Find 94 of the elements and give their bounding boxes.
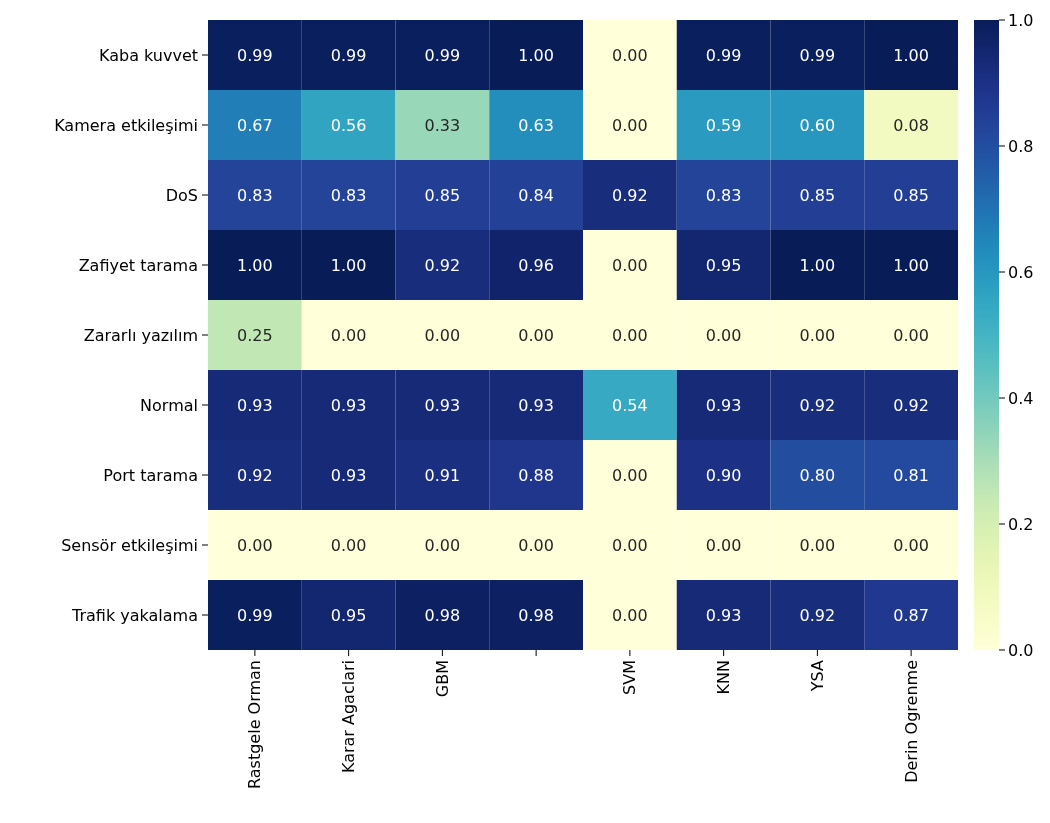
data-label: 0.93 <box>330 395 367 415</box>
y-tick-label: DoS <box>165 185 198 205</box>
color-bar-label: 0.6 <box>1008 262 1034 282</box>
data-label: 0.00 <box>799 325 836 345</box>
y-tick-label: Normal <box>140 395 198 415</box>
data-label: 1.00 <box>893 255 929 275</box>
x-tick-label: YSA <box>807 659 827 693</box>
data-label: 0.85 <box>893 185 929 205</box>
data-label: 0.00 <box>705 535 742 555</box>
data-label: 0.67 <box>237 115 273 135</box>
data-label: 0.92 <box>237 465 273 485</box>
x-tick-label: SVM <box>620 660 640 695</box>
data-label: 0.00 <box>612 465 648 485</box>
data-label: 0.84 <box>518 185 554 205</box>
data-label: 1.00 <box>330 255 367 275</box>
data-label: 0.99 <box>237 45 273 65</box>
data-label: 0.87 <box>893 605 929 625</box>
x-tick-label: Derin Ogrenme <box>901 660 921 783</box>
data-label: 0.81 <box>893 465 929 485</box>
x-tick-label: GBM <box>432 660 452 698</box>
data-label: 0.00 <box>518 325 554 345</box>
data-label: 0.00 <box>612 115 648 135</box>
data-label: 1.00 <box>799 255 836 275</box>
data-label: 0.00 <box>424 535 461 555</box>
data-label: 0.00 <box>612 325 648 345</box>
data-label: 0.00 <box>330 325 367 345</box>
y-tick-label: Port tarama <box>103 465 198 485</box>
data-label: 0.93 <box>705 605 742 625</box>
data-label: 0.93 <box>237 395 273 415</box>
data-label: 0.91 <box>424 465 461 485</box>
x-tick-label: Rastgele Orman <box>245 660 265 789</box>
data-label: 0.85 <box>799 185 836 205</box>
data-label: 0.93 <box>518 395 554 415</box>
y-tick-label: Trafik yakalama <box>71 605 198 625</box>
data-label: 0.99 <box>799 45 836 65</box>
data-label: 0.25 <box>237 325 273 345</box>
data-label: 0.92 <box>799 395 836 415</box>
y-tick-label: Zararlı yazılım <box>83 325 198 345</box>
data-label: 0.83 <box>705 185 742 205</box>
data-label: 0.00 <box>893 535 929 555</box>
data-label: 0.95 <box>705 255 742 275</box>
data-label: 0.00 <box>424 325 461 345</box>
data-label: 0.83 <box>330 185 367 205</box>
data-label: 0.00 <box>799 535 836 555</box>
color-bar-label: 1.0 <box>1008 10 1034 30</box>
data-label: 0.56 <box>330 115 367 135</box>
data-label: 0.00 <box>612 45 648 65</box>
y-tick-label: Kaba kuvvet <box>98 45 198 65</box>
data-label: 0.88 <box>518 465 554 485</box>
data-label: 0.80 <box>799 465 836 485</box>
data-label: 0.99 <box>330 45 367 65</box>
data-label: 0.93 <box>705 395 742 415</box>
y-tick-label: Kamera etkileşimi <box>54 115 198 135</box>
data-label: 0.92 <box>799 605 836 625</box>
data-label: 0.00 <box>330 535 367 555</box>
data-label: 1.00 <box>518 45 554 65</box>
color-bar-label: 0.4 <box>1008 388 1034 408</box>
data-label: 0.85 <box>424 185 461 205</box>
data-label: 0.99 <box>705 45 742 65</box>
data-label: 0.00 <box>237 535 273 555</box>
data-label: 0.60 <box>799 115 836 135</box>
color-bar-label: 0.8 <box>1008 136 1034 156</box>
x-tick-label: Karar Agaclari <box>339 660 359 774</box>
data-label: 0.92 <box>424 255 461 275</box>
data-label: 0.98 <box>518 605 554 625</box>
x-tick-label: KNN <box>714 660 734 695</box>
y-tick-label: Zafiyet tarama <box>78 255 198 275</box>
data-label: 0.96 <box>518 255 554 275</box>
data-label: 0.99 <box>424 45 461 65</box>
data-label: 0.08 <box>893 115 929 135</box>
data-label: 0.92 <box>893 395 929 415</box>
data-label: 0.33 <box>424 115 461 135</box>
data-label: 0.00 <box>705 325 742 345</box>
data-label: 0.95 <box>330 605 367 625</box>
data-label: 0.00 <box>518 535 554 555</box>
data-label: 0.98 <box>424 605 461 625</box>
data-label: 0.92 <box>612 185 648 205</box>
color-bar-label: 0.0 <box>1008 640 1034 660</box>
data-label: 0.59 <box>705 115 742 135</box>
data-label: 0.90 <box>705 465 742 485</box>
data-label: 0.93 <box>424 395 461 415</box>
data-label: 0.63 <box>518 115 554 135</box>
data-label: 1.00 <box>893 45 929 65</box>
color-bar-label: 0.2 <box>1008 514 1034 534</box>
data-label: 0.00 <box>893 325 929 345</box>
data-label: 0.00 <box>612 605 648 625</box>
data-label: 0.00 <box>612 535 648 555</box>
data-label: 0.99 <box>237 605 273 625</box>
y-tick-label: Sensör etkileşimi <box>61 535 198 555</box>
data-label: 0.00 <box>612 255 648 275</box>
data-label: 0.93 <box>330 465 367 485</box>
data-label: 1.00 <box>237 255 273 275</box>
data-label: 0.83 <box>237 185 273 205</box>
data-label: 0.54 <box>612 395 648 415</box>
